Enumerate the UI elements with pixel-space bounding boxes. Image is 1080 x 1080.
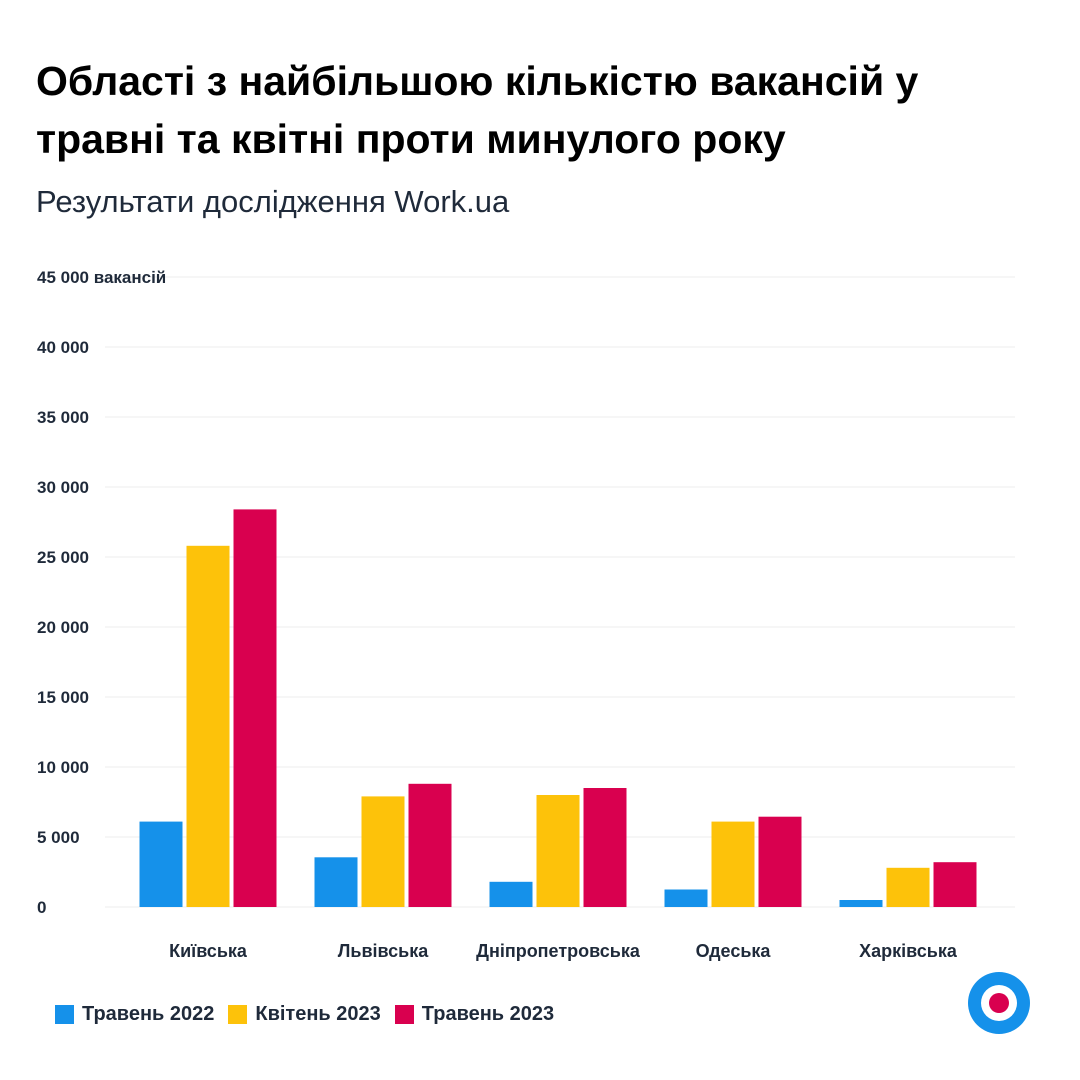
y-tick-label: 0: [37, 898, 46, 917]
bar-3-2: [408, 783, 452, 907]
bar-1-5: [839, 900, 883, 907]
x-category-label: Харківська: [859, 941, 958, 961]
y-tick-label: 25 000: [37, 548, 89, 567]
bar-2-1: [186, 545, 230, 907]
logo-ring: [981, 985, 1017, 1021]
bars: [139, 509, 977, 907]
legend-item-series-1: Травень 2022: [55, 1003, 214, 1026]
legend: Травень 2022 Квітень 2023 Травень 2023: [55, 1003, 554, 1026]
x-category-label: Дніпропетровська: [476, 941, 641, 961]
y-tick-label: 20 000: [37, 618, 89, 637]
chart-title: Області з найбільшою кількістю вакансій …: [36, 58, 919, 162]
y-tick-label: 10 000: [37, 758, 89, 777]
bar-2-5: [886, 867, 930, 907]
y-tick-label: 30 000: [37, 478, 89, 497]
legend-label-series-1: Травень 2022: [82, 1003, 215, 1025]
legend-item-series-3: Травень 2023: [394, 1003, 555, 1026]
y-tick-label: 5 000: [37, 828, 80, 847]
x-category-label: Київська: [169, 941, 248, 961]
legend-label-series-2: Квітень 2023: [255, 1003, 381, 1025]
bar-3-1: [233, 509, 277, 907]
y-tick-label: 35 000: [37, 408, 89, 427]
bar-2-3: [536, 795, 580, 907]
bar-1-3: [489, 881, 533, 907]
logo-dot: [989, 993, 1009, 1013]
legend-swatch-series-1: [55, 1005, 74, 1024]
y-tick-label: 45 000 вакансій: [37, 268, 166, 287]
x-axis-categories: Київська Львівська Дніпропетровська Одеська…: [169, 941, 958, 961]
x-category-label: Львівська: [338, 941, 429, 961]
legend-swatch-series-2: [228, 1005, 248, 1024]
bar-1-4: [664, 889, 708, 907]
bar-1-2: [314, 857, 358, 907]
legend-swatch-series-3: [394, 1005, 414, 1024]
y-tick-label: 15 000: [37, 688, 89, 707]
y-axis-ticks: 0 5 000 10 000 15 000 20 000 25 000 30 000 35 0…: [37, 268, 166, 917]
bar-1-1: [139, 821, 183, 907]
bar-3-5: [933, 862, 977, 907]
bar-3-3: [583, 788, 627, 907]
bar-2-2: [361, 796, 405, 907]
x-category-label: Одеська: [696, 941, 772, 961]
y-tick-label: 40 000: [37, 338, 89, 357]
chart-subtitle: Результати дослідження Work.ua: [36, 184, 510, 219]
legend-label-series-3: Травень 2023: [421, 1003, 555, 1025]
bar-3-4: [758, 816, 802, 907]
legend-item-series-2: Квітень 2023: [228, 1003, 381, 1026]
bar-2-4: [711, 821, 755, 907]
work-ua-logo-icon: [968, 972, 1030, 1034]
